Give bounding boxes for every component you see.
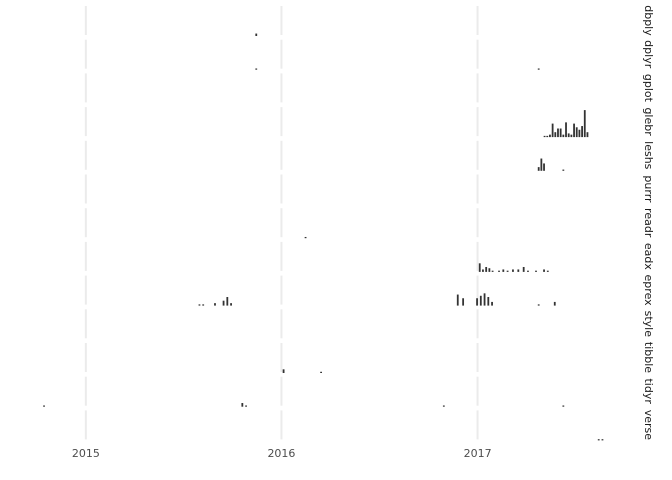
bar-leshs-2 (543, 163, 545, 171)
bar-eprex-12 (491, 301, 493, 306)
facet-label-purrr: purrr (642, 175, 655, 203)
bar-eprex-5 (230, 303, 232, 306)
gridlines (84, 6, 479, 440)
bar-readr-0 (304, 236, 307, 239)
bar-glebr-12 (575, 127, 578, 138)
facet-label-eprex: eprex (642, 275, 655, 307)
bar-eprex-6 (456, 294, 459, 306)
bar-glebr-13 (578, 129, 581, 138)
bar-eadx-8 (512, 269, 514, 272)
bar-glebr-9 (567, 133, 570, 138)
facet-label-verse: verse (642, 410, 655, 441)
bar-glebr-10 (570, 134, 573, 138)
facet-label-readr: readr (642, 208, 655, 238)
bar-glebr-6 (559, 128, 562, 138)
bar-eprex-3 (222, 300, 225, 306)
bar-glebr-8 (565, 122, 567, 138)
bar-eprex-11 (487, 297, 490, 306)
bar-glebr-14 (581, 126, 583, 138)
bar-eadx-6 (502, 269, 505, 272)
facet-label-style: style (642, 311, 655, 338)
bar-eadx-0 (478, 263, 481, 272)
bar-eprex-14 (553, 301, 556, 306)
bar-eadx-10 (522, 266, 525, 272)
bar-glebr-7 (562, 134, 565, 138)
bar-tidyr-4 (562, 405, 565, 407)
x-tick-label-2017: 2017 (464, 447, 492, 460)
facet-label-gplot: gplot (642, 74, 655, 103)
bars (43, 33, 604, 441)
bar-eprex-9 (479, 295, 482, 306)
bar-eprex-10 (483, 293, 486, 306)
bar-glebr-15 (583, 110, 586, 138)
bar-eadx-13 (543, 269, 545, 272)
bar-eprex-1 (202, 304, 205, 306)
bar-eadx-1 (482, 269, 484, 272)
bar-tidyr-2 (245, 405, 247, 407)
bar-dplyr-1 (537, 68, 540, 70)
bar-eadx-12 (535, 270, 537, 272)
bar-glebr-5 (557, 128, 559, 138)
bar-leshs-3 (562, 169, 565, 171)
bar-eadx-9 (517, 269, 520, 272)
bar-eadx-4 (491, 270, 494, 272)
facet-label-tidyr: tidyr (642, 379, 655, 405)
bar-glebr-3 (551, 123, 554, 138)
bar-eprex-7 (462, 298, 465, 306)
facet-label-tibble: tibble (642, 342, 655, 373)
facet-label-eadx: eadx (642, 243, 655, 270)
bar-eprex-4 (226, 297, 229, 306)
bar-eprex-0 (198, 304, 201, 306)
x-tick-label-2015: 2015 (72, 447, 100, 460)
bar-eprex-8 (476, 298, 478, 306)
facet-labels: dbply dplyr gplot glebr leshs purrr readr eadx e… (642, 5, 655, 440)
bar-leshs-1 (540, 158, 543, 171)
bar-glebr-16 (586, 132, 589, 138)
bar-dplyr-0 (255, 68, 258, 70)
bar-tidyr-0 (43, 405, 45, 407)
facet-label-glebr: glebr (642, 107, 655, 136)
bar-tidyr-1 (241, 403, 244, 407)
x-axis-tick-labels: 2015 2016 2017 (72, 447, 492, 460)
bar-eadx-2 (485, 266, 488, 272)
facet-label-dbply: dbply (642, 5, 655, 36)
bar-verse-1 (601, 439, 604, 441)
facet-label-dplyr: dplyr (642, 40, 655, 69)
bar-glebr-2 (549, 134, 551, 138)
bar-eadx-7 (506, 270, 509, 272)
bar-eadx-11 (527, 270, 529, 272)
bar-eadx-14 (546, 270, 549, 272)
bar-tibble-1 (320, 371, 322, 373)
bar-eadx-5 (498, 270, 500, 272)
bar-tibble-0 (282, 369, 285, 373)
bar-verse-0 (597, 439, 600, 441)
bar-eadx-3 (488, 268, 491, 272)
bar-glebr-11 (573, 123, 575, 138)
x-tick-label-2016: 2016 (267, 447, 295, 460)
bar-eprex-2 (214, 303, 216, 306)
facet-label-leshs: leshs (642, 141, 655, 170)
bar-dbply-0 (255, 33, 258, 36)
bar-glebr-0 (543, 135, 546, 138)
bar-tidyr-3 (442, 405, 445, 407)
bar-eprex-13 (537, 304, 540, 306)
bar-glebr-4 (554, 132, 557, 138)
bar-glebr-1 (546, 135, 549, 138)
bar-leshs-0 (537, 167, 540, 171)
